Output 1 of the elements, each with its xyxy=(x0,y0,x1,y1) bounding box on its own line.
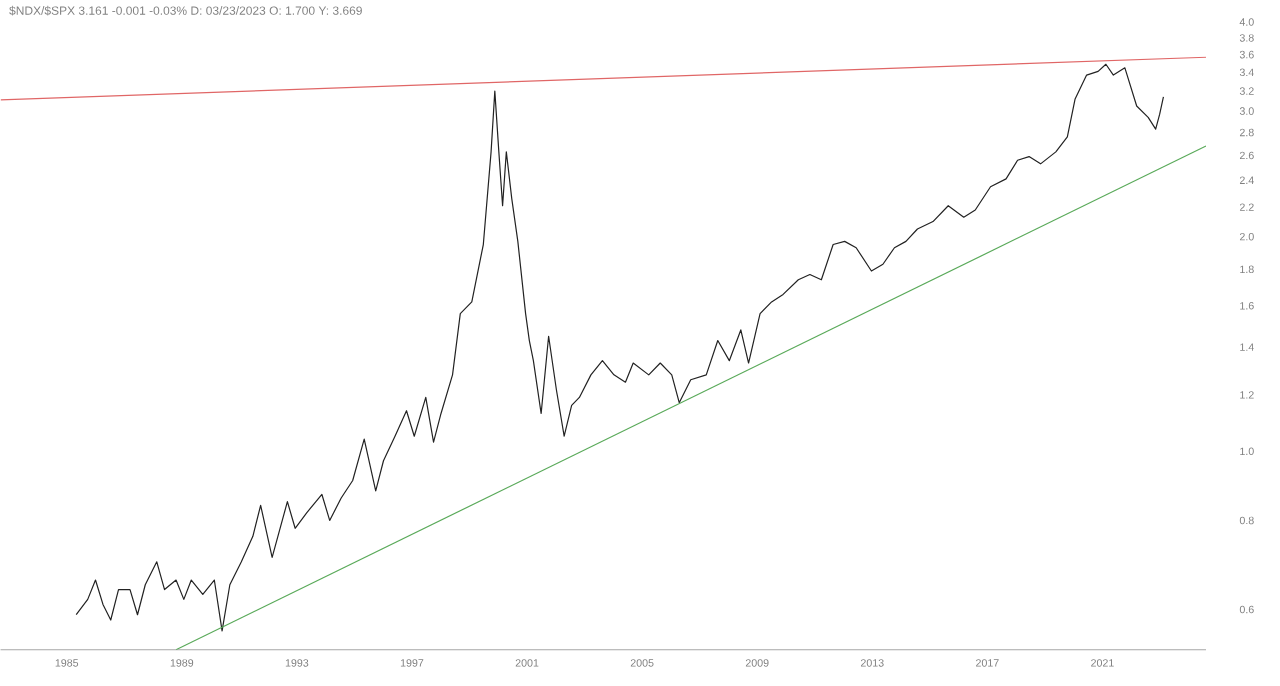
line-series xyxy=(75,63,1165,632)
